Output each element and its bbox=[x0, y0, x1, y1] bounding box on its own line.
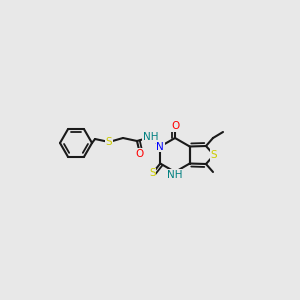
Text: S: S bbox=[149, 169, 156, 178]
Text: NH: NH bbox=[143, 132, 159, 142]
Text: N: N bbox=[156, 142, 164, 152]
Text: O: O bbox=[136, 149, 144, 159]
Text: S: S bbox=[211, 150, 217, 160]
Text: NH: NH bbox=[167, 170, 183, 180]
Text: O: O bbox=[171, 121, 179, 131]
Text: S: S bbox=[106, 137, 112, 147]
